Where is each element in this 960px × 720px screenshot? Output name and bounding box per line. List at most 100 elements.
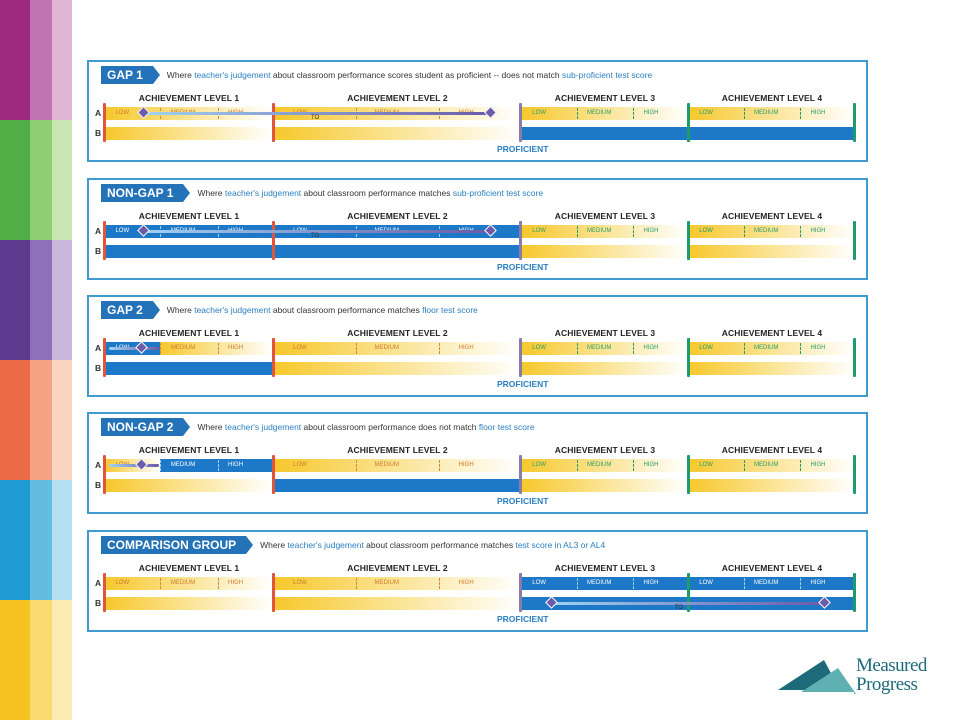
sub-level-label: HIGH xyxy=(643,110,659,116)
achievement-level-label: ACHIEVEMENT LEVEL 4 xyxy=(721,445,823,455)
stripe-segment xyxy=(30,480,52,600)
stripe-segment xyxy=(0,120,30,240)
sub-level-label: LOW xyxy=(293,345,307,351)
stripe-band xyxy=(0,120,72,240)
sub-level-label: LOW xyxy=(115,228,130,234)
achievement-bar xyxy=(160,342,273,355)
sub-level-label: LOW xyxy=(699,345,713,351)
level-boundary-line xyxy=(519,103,522,142)
sub-level-label: MEDIUM xyxy=(374,580,400,586)
description-highlight: teacher's judgement xyxy=(194,70,271,80)
level-divider-dash xyxy=(576,460,578,471)
sub-level-label: MEDIUM xyxy=(754,462,779,468)
stripe-band xyxy=(0,240,72,360)
proficient-marker-label: PROFICIENT xyxy=(497,379,549,389)
sub-level-label: HIGH xyxy=(643,228,659,234)
stripe-segment xyxy=(30,240,52,360)
achievement-bar xyxy=(105,597,273,610)
achievement-level-label: ACHIEVEMENT LEVEL 4 xyxy=(721,328,823,338)
description-highlight: floor test score xyxy=(478,422,535,432)
achievement-level-label: ACHIEVEMENT LEVEL 3 xyxy=(554,563,656,573)
achievement-bar xyxy=(689,107,855,120)
sub-level-label: LOW xyxy=(532,110,546,116)
stripe-segment xyxy=(0,480,30,600)
level-boundary-line xyxy=(519,338,522,377)
sub-level-label: LOW xyxy=(532,580,546,586)
panel-heading: GAP 2 Where teacher's judgement about cla… xyxy=(101,301,478,319)
stripe-segment xyxy=(0,360,30,480)
level-divider-dash xyxy=(160,578,162,589)
level-divider-dash xyxy=(633,460,635,471)
achievement-bar xyxy=(274,459,521,472)
row-label-a: A xyxy=(95,343,102,353)
logo-word-measured: Measured xyxy=(856,655,927,676)
description-highlight: sub-proficient test score xyxy=(561,70,653,80)
description-text: Where xyxy=(197,188,225,198)
measured-progress-logo: Measured Progress xyxy=(778,654,943,698)
level-divider-dash xyxy=(800,578,802,589)
description-text: Where xyxy=(166,305,195,315)
level-boundary-line xyxy=(687,338,690,377)
achievement-bar xyxy=(689,362,855,375)
sub-level-label: HIGH xyxy=(458,580,474,586)
level-boundary-line xyxy=(272,221,275,260)
sub-level-label: MEDIUM xyxy=(374,462,400,468)
proficient-marker-label: PROFICIENT xyxy=(497,262,549,272)
achievement-bar xyxy=(274,342,521,355)
gap-panel: NON-GAP 2 Where teacher's judgement about… xyxy=(87,412,868,514)
achievement-level-label: ACHIEVEMENT LEVEL 3 xyxy=(554,445,656,455)
achievement-bar xyxy=(522,245,688,258)
level-boundary-line xyxy=(103,455,106,494)
achievement-bar xyxy=(105,127,273,140)
level-boundary-line xyxy=(272,573,275,612)
level-divider-dash xyxy=(217,578,219,589)
level-divider-dash xyxy=(800,460,802,471)
level-divider-dash xyxy=(439,460,441,471)
score-range-track xyxy=(109,464,160,467)
achievement-bar xyxy=(105,479,273,492)
row-label-b: B xyxy=(95,480,102,490)
row-label-a: A xyxy=(95,226,102,236)
achievement-level-label: ACHIEVEMENT LEVEL 4 xyxy=(721,563,823,573)
sub-level-label: HIGH xyxy=(643,462,659,468)
achievement-bar xyxy=(689,225,855,238)
level-boundary-line xyxy=(687,103,690,142)
level-boundary-line xyxy=(519,573,522,612)
decorative-color-stripes xyxy=(0,0,72,720)
panel-tag: NON-GAP 2 xyxy=(101,418,191,436)
description-highlight: test score in AL3 or AL4 xyxy=(515,540,606,550)
achievement-bar xyxy=(274,577,521,590)
description-text: about classroom performance matches xyxy=(363,540,516,550)
level-boundary-line xyxy=(103,103,106,142)
level-boundary-line xyxy=(103,221,106,260)
sub-level-label: LOW xyxy=(293,462,307,468)
description-highlight: floor test score xyxy=(422,305,478,315)
achievement-level-label: ACHIEVEMENT LEVEL 1 xyxy=(138,211,240,221)
level-boundary-line xyxy=(272,455,275,494)
sub-level-label: MEDIUM xyxy=(170,462,196,468)
achievement-level-label: ACHIEVEMENT LEVEL 3 xyxy=(554,211,656,221)
stripe-segment xyxy=(52,240,72,360)
description-highlight: teacher's judgement xyxy=(224,422,302,432)
sub-level-label: MEDIUM xyxy=(587,228,612,234)
sub-level-label: MEDIUM xyxy=(754,345,779,351)
sub-level-label: LOW xyxy=(293,580,307,586)
level-divider-dash xyxy=(743,226,745,237)
achievement-bar xyxy=(522,479,688,492)
level-boundary-line xyxy=(272,103,275,142)
sub-level-label: LOW xyxy=(699,580,713,586)
achievement-level-label: ACHIEVEMENT LEVEL 1 xyxy=(138,445,240,455)
panel-description: Where teacher's judgement about classroo… xyxy=(167,301,478,319)
score-range-track xyxy=(551,602,826,605)
level-divider-dash xyxy=(576,226,578,237)
achievement-level-label: ACHIEVEMENT LEVEL 2 xyxy=(347,93,448,103)
level-divider-dash xyxy=(743,343,745,354)
sub-level-label: MEDIUM xyxy=(587,110,612,116)
stripe-segment xyxy=(0,240,30,360)
row-label-a: A xyxy=(95,578,102,588)
achievement-bar xyxy=(689,245,855,258)
level-divider-dash xyxy=(439,343,441,354)
stripe-segment xyxy=(52,600,72,720)
description-text: Where xyxy=(260,540,288,550)
row-label-b: B xyxy=(95,363,102,373)
